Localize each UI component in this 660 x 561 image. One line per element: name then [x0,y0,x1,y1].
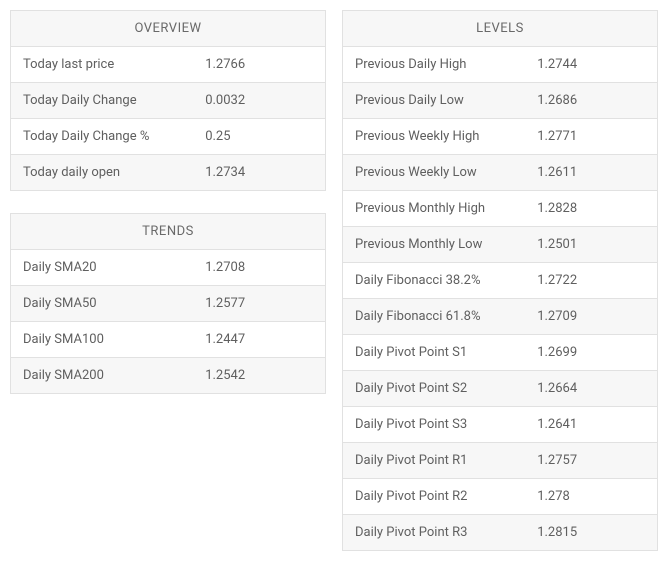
table-row: Today daily open1.2734 [11,155,326,191]
row-value: 1.2771 [525,119,657,155]
row-label: Previous Weekly High [343,119,526,155]
row-label: Today last price [11,47,194,83]
row-value: 1.2501 [525,227,657,263]
left-column: OVERVIEW Today last price1.2766Today Dai… [10,10,326,551]
table-row: Previous Monthly High1.2828 [343,191,658,227]
table-row: Previous Daily High1.2744 [343,47,658,83]
table-row: Daily Pivot Point S11.2699 [343,335,658,371]
row-label: Daily SMA100 [11,322,194,358]
table-row: Daily Fibonacci 61.8%1.2709 [343,299,658,335]
table-row: Previous Monthly Low1.2501 [343,227,658,263]
table-row: Today last price1.2766 [11,47,326,83]
levels-table: LEVELS Previous Daily High1.2744Previous… [342,10,658,551]
overview-title: OVERVIEW [11,11,326,47]
row-value: 1.2708 [193,250,325,286]
right-column: LEVELS Previous Daily High1.2744Previous… [342,10,658,551]
row-value: 1.2686 [525,83,657,119]
trends-title: TRENDS [11,214,326,250]
table-row: Daily Fibonacci 38.2%1.2722 [343,263,658,299]
table-row: Today Daily Change %0.25 [11,119,326,155]
row-label: Daily SMA50 [11,286,194,322]
row-value: 1.278 [525,479,657,515]
table-row: Daily SMA1001.2447 [11,322,326,358]
row-label: Daily Pivot Point R1 [343,443,526,479]
table-row: Previous Daily Low1.2686 [343,83,658,119]
row-label: Previous Daily High [343,47,526,83]
table-row: Daily Pivot Point R31.2815 [343,515,658,551]
table-row: Daily Pivot Point R21.278 [343,479,658,515]
table-row: Daily SMA501.2577 [11,286,326,322]
trends-body: Daily SMA201.2708Daily SMA501.2577Daily … [11,250,326,394]
row-value: 1.2709 [525,299,657,335]
row-label: Today Daily Change [11,83,194,119]
row-label: Previous Monthly High [343,191,526,227]
row-value: 1.2699 [525,335,657,371]
row-label: Today Daily Change % [11,119,194,155]
row-label: Daily Fibonacci 38.2% [343,263,526,299]
row-value: 1.2641 [525,407,657,443]
row-label: Daily Pivot Point R2 [343,479,526,515]
row-value: 1.2611 [525,155,657,191]
table-row: Daily Pivot Point S21.2664 [343,371,658,407]
row-label: Daily Pivot Point S1 [343,335,526,371]
row-value: 1.2722 [525,263,657,299]
row-value: 0.0032 [193,83,325,119]
row-label: Previous Weekly Low [343,155,526,191]
row-label: Daily Fibonacci 61.8% [343,299,526,335]
overview-body: Today last price1.2766Today Daily Change… [11,47,326,191]
row-label: Previous Monthly Low [343,227,526,263]
table-row: Previous Weekly Low1.2611 [343,155,658,191]
row-label: Daily SMA200 [11,358,194,394]
table-row: Daily SMA2001.2542 [11,358,326,394]
row-label: Daily Pivot Point S3 [343,407,526,443]
row-value: 1.2766 [193,47,325,83]
trends-table: TRENDS Daily SMA201.2708Daily SMA501.257… [10,213,326,394]
row-value: 1.2577 [193,286,325,322]
tables-container: OVERVIEW Today last price1.2766Today Dai… [10,10,660,551]
row-value: 1.2757 [525,443,657,479]
row-label: Previous Daily Low [343,83,526,119]
table-row: Daily SMA201.2708 [11,250,326,286]
row-value: 1.2815 [525,515,657,551]
overview-table: OVERVIEW Today last price1.2766Today Dai… [10,10,326,191]
table-row: Today Daily Change0.0032 [11,83,326,119]
row-value: 1.2664 [525,371,657,407]
row-label: Daily SMA20 [11,250,194,286]
row-label: Daily Pivot Point R3 [343,515,526,551]
row-label: Today daily open [11,155,194,191]
table-row: Daily Pivot Point R11.2757 [343,443,658,479]
table-row: Daily Pivot Point S31.2641 [343,407,658,443]
row-value: 1.2744 [525,47,657,83]
row-label: Daily Pivot Point S2 [343,371,526,407]
levels-body: Previous Daily High1.2744Previous Daily … [343,47,658,551]
row-value: 1.2734 [193,155,325,191]
row-value: 1.2447 [193,322,325,358]
row-value: 0.25 [193,119,325,155]
levels-title: LEVELS [343,11,658,47]
row-value: 1.2542 [193,358,325,394]
row-value: 1.2828 [525,191,657,227]
table-row: Previous Weekly High1.2771 [343,119,658,155]
